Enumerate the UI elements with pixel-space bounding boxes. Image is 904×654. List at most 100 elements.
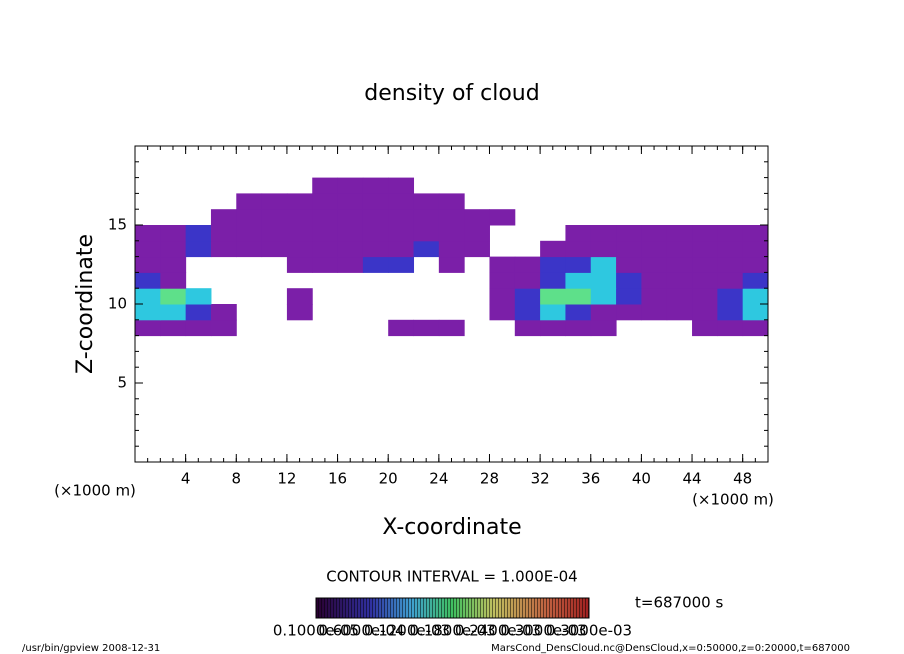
cell xyxy=(236,272,262,288)
cell xyxy=(312,240,339,258)
cell xyxy=(135,178,161,194)
cell xyxy=(515,209,541,225)
cell xyxy=(388,209,415,226)
cell xyxy=(464,225,490,242)
cell xyxy=(236,178,262,194)
y-axis-label: Z-coordinate xyxy=(73,234,98,374)
cell xyxy=(641,272,668,289)
cell xyxy=(337,225,364,242)
cell xyxy=(211,257,237,273)
cell xyxy=(185,240,212,258)
cell xyxy=(540,225,566,241)
cell xyxy=(185,225,212,242)
cell xyxy=(590,240,617,258)
cell xyxy=(514,272,541,289)
cell xyxy=(186,209,212,225)
x-tick-label: 28 xyxy=(480,470,499,488)
cell xyxy=(135,304,161,321)
cell xyxy=(590,304,617,321)
cell xyxy=(388,177,415,194)
x-tick-label: 32 xyxy=(531,470,550,488)
cell xyxy=(489,272,516,289)
cell xyxy=(160,240,187,258)
field xyxy=(135,177,769,337)
colorbar-label: 0.1000e-05 xyxy=(273,622,359,640)
cell xyxy=(438,256,465,273)
cell xyxy=(261,225,288,242)
cell xyxy=(186,257,212,273)
cell xyxy=(186,178,212,194)
cell xyxy=(337,193,364,210)
cell xyxy=(591,193,617,209)
cell xyxy=(210,225,237,242)
time-label: t=687000 s xyxy=(635,594,723,612)
cell xyxy=(338,288,364,304)
cell xyxy=(540,256,566,273)
cell xyxy=(666,225,693,242)
cell xyxy=(742,272,769,289)
cell xyxy=(667,320,693,336)
cell xyxy=(388,304,414,320)
x-unit: (×1000 m) xyxy=(692,491,774,509)
cell xyxy=(439,178,465,194)
cell xyxy=(438,193,465,210)
cell xyxy=(565,288,592,305)
x-tick-label: 16 xyxy=(328,470,347,488)
cell xyxy=(616,225,642,242)
cell xyxy=(514,288,541,305)
x-axis-label: X-coordinate xyxy=(382,515,521,540)
cell xyxy=(438,240,465,258)
cell xyxy=(312,320,338,336)
cell xyxy=(514,304,541,321)
cell xyxy=(514,319,541,337)
cell xyxy=(616,209,642,225)
cell xyxy=(489,320,515,336)
cell xyxy=(211,288,237,304)
cell xyxy=(160,209,186,225)
cell xyxy=(464,178,490,194)
cell xyxy=(742,256,769,273)
footer-left: /usr/bin/gpview 2008-12-31 xyxy=(22,643,160,654)
cell xyxy=(464,288,490,304)
cell xyxy=(742,240,769,258)
cell xyxy=(338,304,364,320)
cell xyxy=(489,178,515,194)
cell xyxy=(413,193,440,210)
colorbar-label: 0.3000e-03 xyxy=(500,622,586,640)
cell xyxy=(388,225,415,242)
cell xyxy=(210,304,237,321)
cell xyxy=(616,240,642,258)
cell xyxy=(439,304,465,320)
cell xyxy=(413,319,440,337)
cell xyxy=(616,256,642,273)
cell xyxy=(717,209,743,225)
cell xyxy=(414,178,440,194)
cell xyxy=(337,209,364,226)
cell xyxy=(236,193,263,210)
cell xyxy=(616,272,642,289)
cell xyxy=(414,257,440,273)
cell xyxy=(540,193,566,209)
cell xyxy=(312,193,339,210)
cell xyxy=(388,319,415,337)
colorbar-label: 0.6000e-04 xyxy=(318,622,404,640)
cell xyxy=(565,209,591,225)
cell xyxy=(742,319,769,337)
cell xyxy=(590,225,617,242)
cell xyxy=(236,240,263,258)
cell xyxy=(515,225,541,241)
cell xyxy=(439,288,465,304)
cell xyxy=(717,256,744,273)
cell xyxy=(262,178,288,194)
cell xyxy=(641,193,667,209)
cell xyxy=(692,225,718,242)
x-tick-label: 48 xyxy=(733,470,752,488)
cell xyxy=(413,209,440,226)
cell xyxy=(211,193,237,209)
cell xyxy=(540,288,566,305)
cell xyxy=(211,178,237,194)
cell xyxy=(667,209,693,225)
colorbar-label: 0.1200e-03 xyxy=(364,622,450,640)
cell xyxy=(616,193,642,209)
footer-right: MarsCond_DensCloud.nc@DensCloud,x=0:5000… xyxy=(491,643,850,654)
